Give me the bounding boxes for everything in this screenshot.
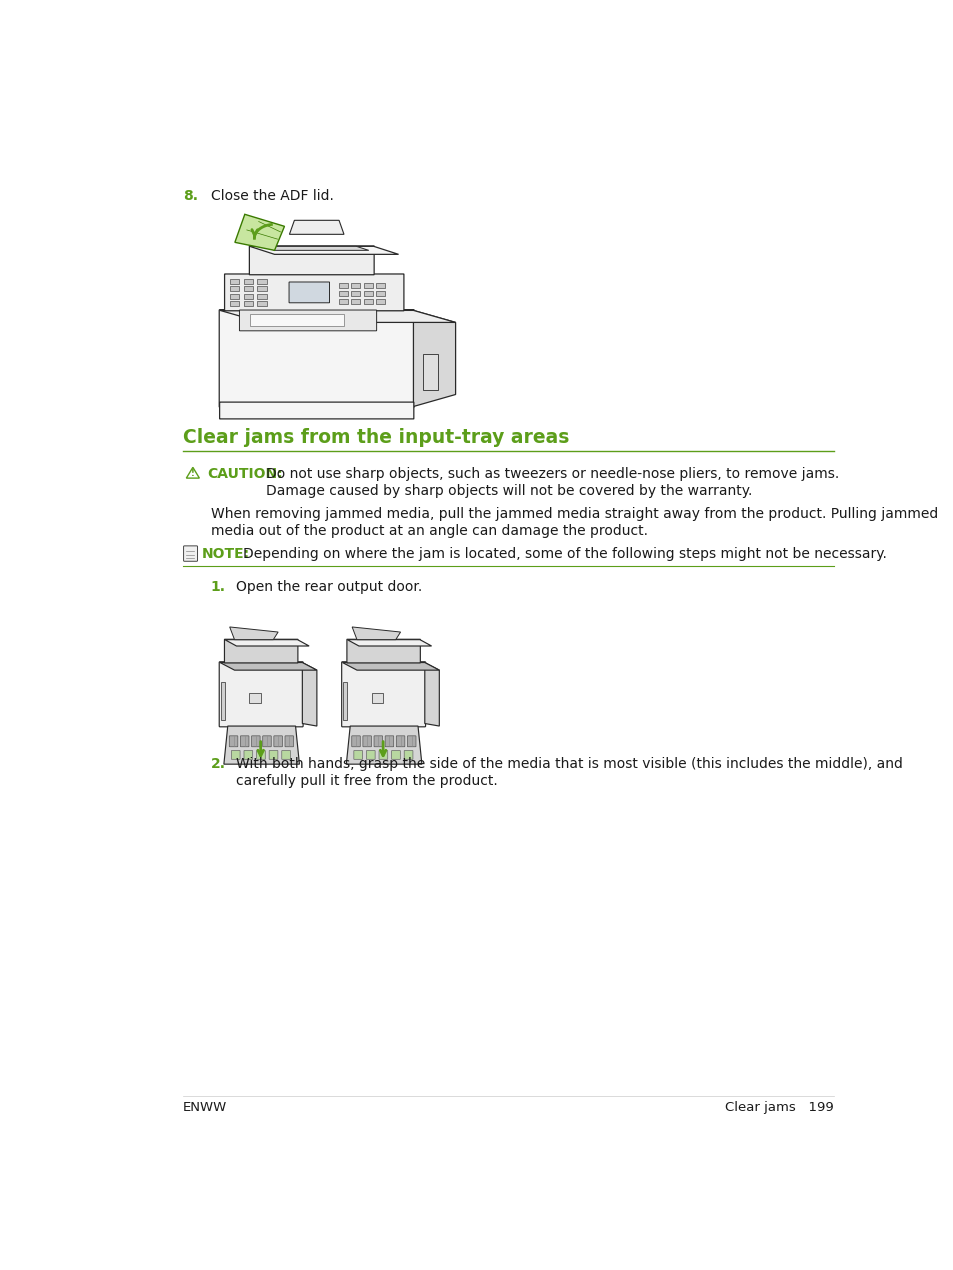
Polygon shape — [424, 663, 439, 726]
Polygon shape — [220, 663, 316, 671]
Polygon shape — [224, 726, 299, 765]
Text: NOTE:: NOTE: — [202, 546, 250, 560]
Bar — [230, 301, 239, 306]
Text: Depending on where the jam is located, some of the following steps might not be : Depending on where the jam is located, s… — [243, 546, 886, 560]
Bar — [338, 300, 347, 305]
Bar — [243, 278, 253, 283]
Text: Close the ADF lid.: Close the ADF lid. — [211, 189, 334, 203]
Polygon shape — [342, 663, 439, 671]
FancyBboxPatch shape — [407, 735, 416, 747]
Bar — [351, 291, 359, 296]
FancyBboxPatch shape — [289, 282, 329, 302]
FancyBboxPatch shape — [374, 735, 382, 747]
Bar — [230, 286, 239, 291]
FancyBboxPatch shape — [262, 735, 271, 747]
FancyBboxPatch shape — [347, 639, 420, 663]
Bar — [375, 291, 384, 296]
Text: ENWW: ENWW — [183, 1101, 227, 1114]
FancyBboxPatch shape — [219, 310, 414, 408]
Text: media out of the product at an angle can damage the product.: media out of the product at an angle can… — [211, 523, 647, 537]
Bar — [257, 286, 266, 291]
Bar — [338, 291, 347, 296]
Polygon shape — [186, 467, 199, 478]
FancyBboxPatch shape — [385, 735, 394, 747]
FancyBboxPatch shape — [392, 751, 400, 759]
Polygon shape — [352, 627, 400, 640]
FancyBboxPatch shape — [395, 735, 404, 747]
Bar — [338, 283, 347, 288]
Bar — [230, 293, 239, 298]
Bar — [363, 300, 372, 305]
Polygon shape — [346, 726, 421, 765]
Bar — [363, 283, 372, 288]
Text: With both hands, grasp the side of the media that is most visible (this includes: With both hands, grasp the side of the m… — [235, 757, 902, 771]
FancyBboxPatch shape — [219, 403, 414, 419]
FancyBboxPatch shape — [244, 751, 253, 759]
FancyBboxPatch shape — [269, 751, 277, 759]
Bar — [351, 283, 359, 288]
Bar — [221, 682, 225, 720]
Bar — [243, 293, 253, 298]
Bar — [375, 283, 384, 288]
FancyBboxPatch shape — [240, 735, 249, 747]
FancyBboxPatch shape — [341, 662, 425, 726]
Bar — [375, 300, 384, 305]
Bar — [257, 301, 266, 306]
Text: Clear jams from the input-tray areas: Clear jams from the input-tray areas — [183, 428, 569, 447]
FancyBboxPatch shape — [285, 735, 294, 747]
FancyBboxPatch shape — [239, 310, 376, 330]
Text: 8.: 8. — [183, 189, 197, 203]
Text: Open the rear output door.: Open the rear output door. — [235, 579, 421, 594]
Bar — [230, 278, 239, 283]
Text: 1.: 1. — [211, 579, 226, 594]
FancyBboxPatch shape — [378, 751, 387, 759]
FancyBboxPatch shape — [352, 735, 360, 747]
FancyBboxPatch shape — [281, 751, 290, 759]
Text: When removing jammed media, pull the jammed media straight away from the product: When removing jammed media, pull the jam… — [211, 507, 937, 521]
FancyBboxPatch shape — [256, 751, 265, 759]
FancyBboxPatch shape — [224, 639, 297, 663]
Polygon shape — [289, 220, 344, 235]
Bar — [249, 693, 260, 704]
Polygon shape — [230, 627, 278, 640]
FancyBboxPatch shape — [274, 735, 282, 747]
Polygon shape — [413, 310, 456, 406]
FancyBboxPatch shape — [252, 735, 260, 747]
Bar — [257, 278, 266, 283]
FancyBboxPatch shape — [219, 662, 303, 726]
Polygon shape — [264, 246, 369, 250]
Polygon shape — [250, 246, 398, 254]
Text: Do not use sharp objects, such as tweezers or needle-nose pliers, to remove jams: Do not use sharp objects, such as tweeze… — [266, 466, 839, 480]
Bar — [243, 286, 253, 291]
Polygon shape — [234, 215, 284, 250]
FancyBboxPatch shape — [229, 735, 237, 747]
Bar — [371, 693, 383, 704]
FancyBboxPatch shape — [183, 546, 197, 561]
FancyBboxPatch shape — [354, 751, 362, 759]
FancyBboxPatch shape — [224, 274, 403, 311]
Bar — [243, 301, 253, 306]
Bar — [423, 354, 437, 390]
FancyBboxPatch shape — [362, 735, 371, 747]
FancyBboxPatch shape — [366, 751, 375, 759]
Bar — [363, 291, 372, 296]
Text: 2.: 2. — [211, 757, 226, 771]
Text: Clear jams   199: Clear jams 199 — [724, 1101, 833, 1114]
Polygon shape — [302, 663, 316, 726]
Bar — [250, 315, 344, 326]
Bar — [351, 300, 359, 305]
FancyBboxPatch shape — [249, 246, 374, 274]
Polygon shape — [220, 310, 456, 323]
Polygon shape — [225, 640, 309, 646]
Bar — [257, 293, 266, 298]
Text: CAUTION:: CAUTION: — [208, 466, 283, 480]
FancyBboxPatch shape — [232, 751, 240, 759]
Text: !: ! — [191, 469, 194, 478]
Text: carefully pull it free from the product.: carefully pull it free from the product. — [235, 773, 497, 787]
Bar — [343, 682, 347, 720]
FancyBboxPatch shape — [404, 751, 413, 759]
Polygon shape — [347, 640, 431, 646]
Text: Damage caused by sharp objects will not be covered by the warranty.: Damage caused by sharp objects will not … — [266, 484, 752, 498]
